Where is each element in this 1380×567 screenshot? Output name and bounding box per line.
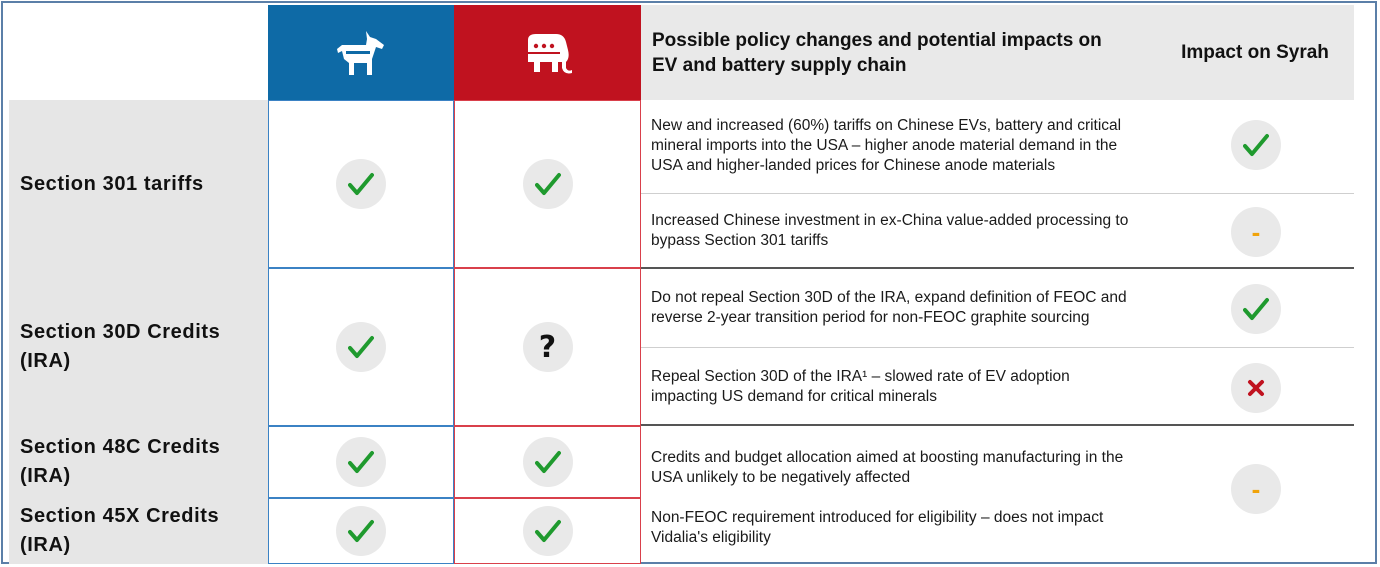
dash-icon: - [1251,474,1261,504]
impact-desc-30d-b: Repeal Section 30D of the IRA¹ – slowed … [651,367,1070,405]
question-mark: ? [522,322,573,372]
check-icon [534,173,561,195]
dem-cell-301 [268,100,454,268]
impact-desc-feoc: Non-FEOC requirement introduced for elig… [651,509,1104,546]
republican-header [454,5,641,100]
row-label-section-48c: Section 48C Credits (IRA) [9,426,268,498]
check-mark [336,506,386,556]
democrat-header [268,5,454,100]
dash-icon: - [1251,217,1261,247]
check-icon [348,520,374,542]
impact-30d-b [1231,363,1281,413]
check-icon [534,520,561,542]
neutral-mark: - [1231,464,1281,514]
impact-301-b: - [1231,207,1281,257]
check-mark [1231,284,1281,334]
check-icon [348,451,374,473]
cross-mark [1231,363,1281,413]
impact-desc-credits: Credits and budget allocation aimed at b… [651,449,1124,486]
divider [641,347,1354,348]
neutral-mark: - [1231,207,1281,257]
header-impact-cell: Impact on Syrah [1156,5,1354,100]
dem-cell-48c [268,426,454,498]
rep-cell-45x [454,498,641,564]
check-icon [534,451,561,473]
divider [641,424,1354,426]
check-mark [522,506,573,556]
impact-header: Impact on Syrah [1181,42,1329,63]
header-policy-cell: Possible policy changes and potential im… [641,5,1156,100]
check-icon [348,173,374,195]
check-mark [1231,120,1281,170]
divider [641,267,1354,269]
elephant-icon [527,33,572,73]
rep-cell-48c [454,426,641,498]
cross-icon [1248,380,1264,396]
header-title: Possible policy changes and potential im… [652,29,1102,76]
divider [641,193,1354,194]
check-mark [336,159,386,209]
impact-desc-301-b: Increased Chinese investment in ex-China… [651,211,1129,249]
question-icon: ? [538,329,557,365]
impact-30d-a [1231,284,1281,334]
impact-301-a [1231,120,1281,170]
check-icon [1243,298,1269,320]
check-mark [522,159,573,209]
check-icon [1243,134,1269,156]
impact-credits: - [1231,464,1281,514]
check-mark [336,322,386,372]
donkey-icon [337,30,384,75]
dem-cell-45x [268,498,454,564]
rep-cell-301 [454,100,641,268]
impact-desc-30d-a: Do not repeal Section 30D of the IRA, ex… [651,289,1127,326]
impact-desc-301-a: New and increased (60%) tariffs on Chine… [651,117,1122,174]
check-mark [336,437,386,487]
row-label-section-30d: Section 30D Credits (IRA) [9,268,268,426]
dem-cell-30d [268,268,454,426]
row-label-section-45x: Section 45X Credits (IRA) [9,498,268,564]
check-mark [522,437,573,487]
rep-cell-30d: ? [454,268,641,426]
row-label-section-301: Section 301 tariffs [9,100,268,268]
check-icon [348,336,374,358]
